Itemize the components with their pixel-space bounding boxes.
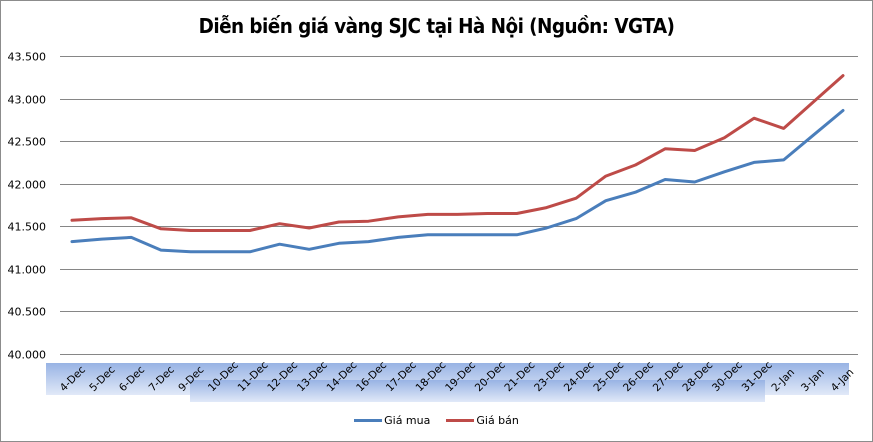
legend-item-gia-mua: Giá mua (354, 414, 430, 427)
series-lines (70, 74, 845, 254)
y-tick-label: 42.000 (8, 179, 47, 192)
legend-label: Giá mua (384, 414, 431, 427)
legend-label: Giá bán (476, 414, 519, 427)
y-tick-label: 41.500 (8, 221, 47, 234)
x-axis-label-band (46, 363, 849, 402)
y-tick-label: 42.500 (8, 136, 47, 149)
legend-swatch-red-icon (446, 419, 475, 422)
y-tick-label: 40.500 (8, 306, 47, 319)
legend-item-gia-ban: Giá bán (446, 414, 519, 427)
legend-swatch-blue-icon (354, 419, 383, 422)
series-line (70, 74, 845, 232)
chart-title: Diễn biến giá vàng SJC tại Hà Nội (Nguồn… (198, 14, 675, 38)
y-tick-label: 43.500 (8, 51, 47, 64)
y-tick-label: 40.000 (8, 349, 47, 362)
gridlines (60, 56, 858, 355)
y-tick-label: 43.000 (8, 94, 47, 107)
series-line (70, 109, 845, 254)
y-axis-labels: 40.000 40.500 41.000 41.500 42.000 42.500 43.0… (8, 51, 47, 362)
y-tick-label: 41.000 (8, 264, 47, 277)
legend: Giá mua Giá bán (0, 414, 873, 427)
